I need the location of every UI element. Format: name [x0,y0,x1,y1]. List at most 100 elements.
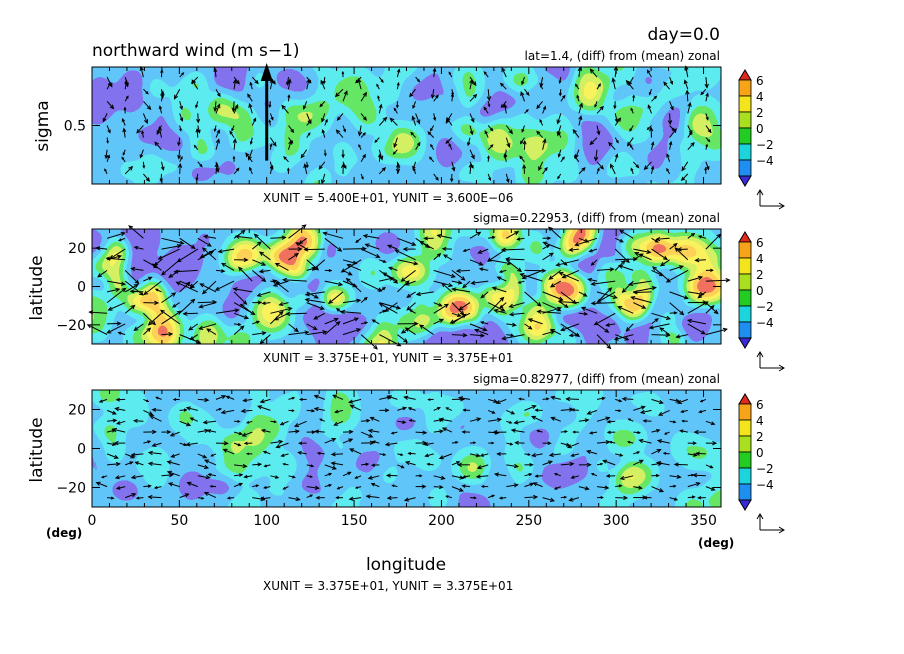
vector-shaft [496,398,507,404]
wind-vector [215,441,229,446]
vector-head [234,104,239,109]
wind-vector [458,302,471,311]
wind-vector [269,137,277,147]
wind-vector [570,408,579,412]
vector-head [151,429,157,435]
vector-head [145,91,149,95]
vector-shaft [561,323,580,331]
vector-head [496,276,502,281]
vector-head [319,305,325,310]
vector-shaft [571,475,580,479]
wind-vector [142,113,149,125]
wind-vector [269,164,274,175]
negative-anomaly [323,308,358,331]
vector-head [274,475,280,479]
wind-vector [655,461,670,466]
vector-shaft [666,269,689,283]
positive-anomaly [364,261,382,285]
wind-vector [233,229,246,239]
vector-head [488,177,492,182]
wind-vector [480,291,489,299]
vector-head [430,143,433,148]
wind-vector [448,71,453,78]
wind-vector [560,323,581,337]
vector-shaft [620,475,634,480]
vector-head [632,256,638,262]
wind-vector [524,291,542,307]
wind-vector [226,496,235,500]
wind-vector [397,420,407,424]
wind-vector [98,398,108,403]
vector-shaft [156,125,162,135]
vector-shaft [288,430,299,433]
wind-vector [336,113,344,121]
vector-shaft [360,431,373,438]
wind-vector [342,125,346,133]
vector-shaft [134,246,144,250]
wind-vector [676,398,688,404]
vector-head [428,156,433,160]
vector-shaft [590,68,598,78]
wind-vector [659,259,670,267]
wind-vector [687,125,693,135]
wind-vector [319,418,326,422]
wind-vector [415,430,428,435]
vector-shaft [361,420,370,422]
vector-head [231,128,234,132]
wind-vector [122,149,126,156]
vector-head [444,303,449,308]
wind-vector [633,248,652,254]
vector-shaft [569,248,579,251]
vector-head [364,321,369,325]
wind-vector [532,482,543,488]
wind-vector [251,270,267,283]
vector-head [516,237,521,241]
wind-vector [446,116,453,126]
wind-vector [161,430,172,435]
wind-vector [469,441,477,445]
vector-head [501,335,507,341]
wind-vector [536,429,543,433]
vector-head [106,154,110,159]
vector-shaft [693,474,706,477]
vector-shaft [233,139,236,150]
positive-anomaly [195,321,223,344]
vector-head [294,252,300,258]
wind-vector [348,398,362,404]
vector-head [120,231,126,237]
wind-vector [687,482,701,488]
wind-vector [409,88,416,98]
vector-head [256,292,262,297]
vector-head [111,442,117,446]
vector-head [666,153,670,158]
vector-shaft [306,331,327,336]
wind-vector [475,474,489,479]
vector-shaft [409,88,416,97]
wind-vector [232,138,237,150]
wind-vector [557,131,562,138]
wind-vector [428,156,435,163]
vector-shaft [487,302,505,312]
vector-shaft [578,116,582,126]
wind-vector [321,128,326,138]
vector-head [354,475,358,479]
vector-head [610,163,615,169]
vector-head [413,167,416,171]
vector-shaft [183,312,198,315]
vector-shaft [397,334,408,343]
wind-vector [615,398,623,403]
vector-head [107,81,111,86]
positive-anomaly [617,462,647,499]
vector-shaft [160,309,180,325]
wind-vector [215,88,221,98]
wind-vector [214,280,235,291]
vector-shaft [550,328,562,336]
wind-vector [233,482,244,488]
vector-shaft [651,312,671,320]
wind-vector [324,464,337,470]
wind-vector [259,334,271,344]
vector-head [109,104,115,110]
vector-head [396,68,401,73]
vector-head [154,288,159,292]
negative-anomaly [610,456,623,472]
